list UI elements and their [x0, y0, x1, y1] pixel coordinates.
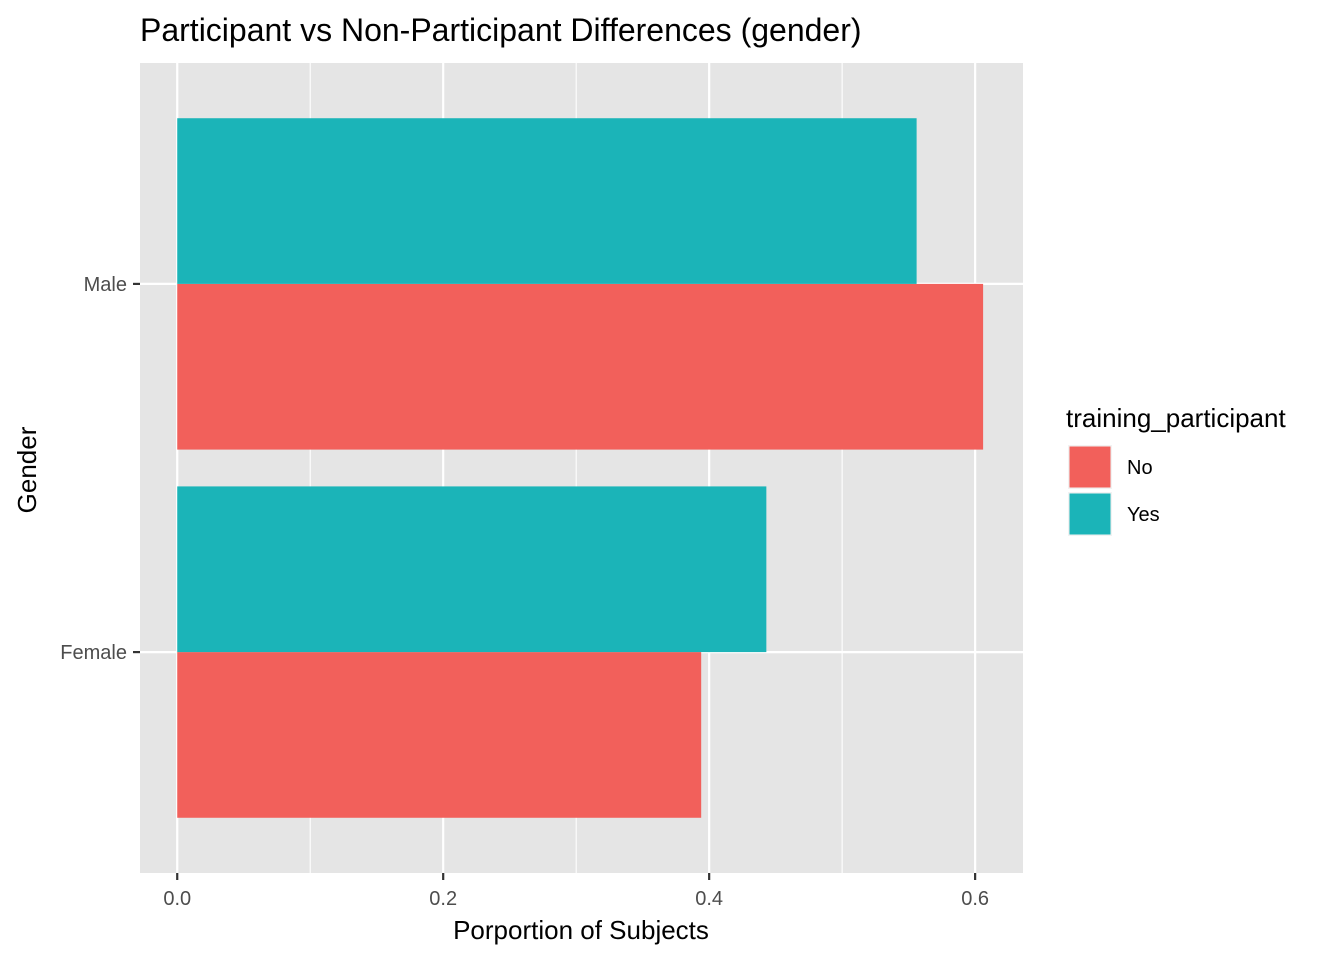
- y-tick-label: Female: [60, 642, 127, 664]
- legend: training_participant No Yes: [1066, 403, 1286, 536]
- y-tick-label: Male: [84, 274, 127, 296]
- legend-swatch-yes: [1069, 493, 1111, 535]
- bar-male-yes: [177, 118, 917, 284]
- legend-label-no: No: [1127, 457, 1153, 479]
- legend-label-yes: Yes: [1127, 504, 1160, 526]
- plot-panel: [140, 63, 1023, 873]
- bar-female-yes: [177, 486, 767, 653]
- legend-swatch-no: [1069, 446, 1111, 488]
- bars: [177, 118, 984, 818]
- legend-items: No Yes: [1068, 445, 1160, 536]
- x-tick-label: 0.2: [429, 888, 457, 910]
- x-axis-title: Porportion of Subjects: [453, 915, 709, 945]
- x-tick-label: 0.6: [961, 888, 989, 910]
- chart-title: Participant vs Non-Participant Differenc…: [140, 12, 862, 48]
- x-tick-label: 0.0: [163, 888, 191, 910]
- y-axis-title: Gender: [12, 426, 42, 513]
- x-axis: 0.0 0.2 0.4 0.6: [163, 873, 989, 910]
- y-axis: Female Male: [60, 274, 140, 664]
- bar-male-no: [177, 283, 984, 450]
- legend-title: training_participant: [1066, 403, 1286, 433]
- x-tick-label: 0.4: [695, 888, 723, 910]
- bar-female-no: [177, 652, 702, 818]
